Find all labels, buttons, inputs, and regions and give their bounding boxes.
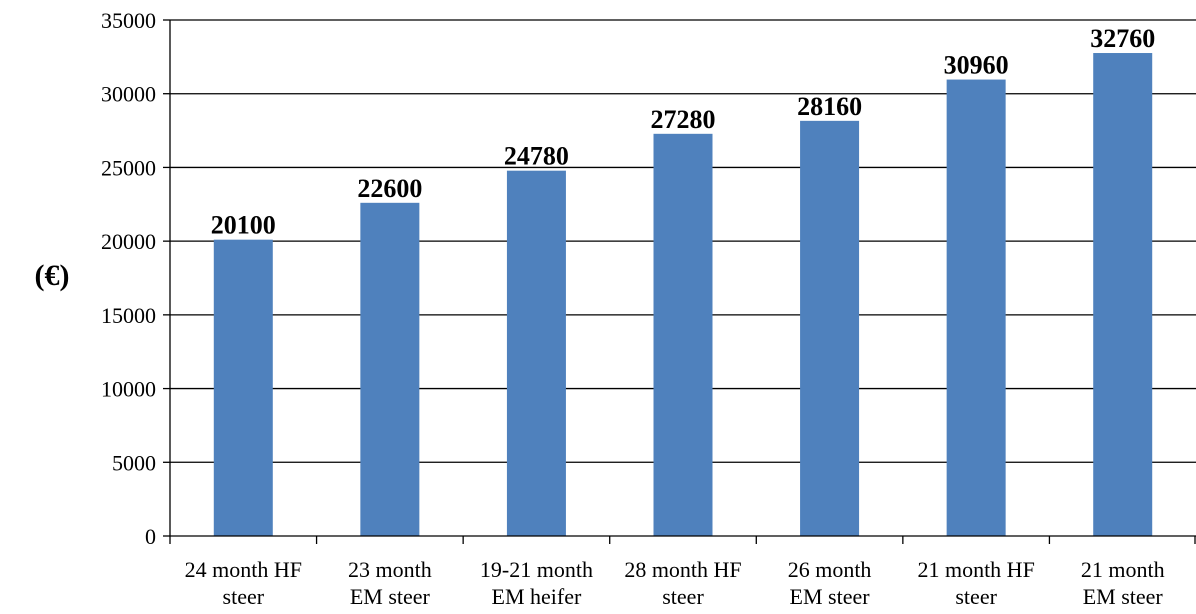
bar (506, 170, 566, 536)
y-axis-label: (€) (35, 259, 70, 292)
y-tick-label: 25000 (101, 155, 156, 180)
x-category-label: EM heifer (492, 584, 582, 609)
y-tick-label: 0 (145, 524, 156, 549)
data-label: 24780 (504, 142, 569, 171)
bar (360, 202, 420, 536)
bars (213, 53, 1153, 537)
x-category-label: steer (662, 584, 704, 609)
x-category-label: EM steer (1083, 584, 1164, 609)
y-tick-label: 20000 (101, 229, 156, 254)
axes (163, 19, 1196, 544)
y-tick-label: 5000 (112, 450, 156, 475)
x-category-label: 24 month HF (185, 557, 302, 582)
bar (946, 79, 1006, 536)
y-tick-label: 15000 (101, 303, 156, 328)
bar (1093, 53, 1153, 537)
x-category-label: steer (223, 584, 265, 609)
bar (800, 120, 860, 537)
y-tick-label: 35000 (101, 8, 156, 33)
x-category-label: 19-21 month (480, 557, 593, 582)
x-category-label: 21 month (1081, 557, 1165, 582)
bar (213, 239, 273, 536)
x-category-label: 21 month HF (917, 557, 1034, 582)
x-category-label: 23 month (348, 557, 432, 582)
x-category-label: EM steer (350, 584, 431, 609)
y-tick-labels: 0 5000 10000 15000 20000 25000 30000 35000 (101, 8, 156, 549)
x-category-label: steer (955, 584, 997, 609)
data-label: 28160 (797, 92, 862, 121)
y-tick-label: 10000 (101, 377, 156, 402)
x-category-label: EM steer (790, 584, 871, 609)
x-category-label: 28 month HF (624, 557, 741, 582)
data-label: 30960 (944, 51, 1009, 80)
bar (653, 133, 713, 536)
data-label: 27280 (651, 105, 716, 134)
data-label: 20100 (211, 211, 276, 240)
data-label: 32760 (1090, 24, 1155, 53)
y-tick-label: 30000 (101, 82, 156, 107)
x-category-label: 26 month (788, 557, 872, 582)
data-labels: 20100 22600 24780 27280 28160 30960 32760 (211, 24, 1155, 240)
data-label: 22600 (357, 174, 422, 203)
